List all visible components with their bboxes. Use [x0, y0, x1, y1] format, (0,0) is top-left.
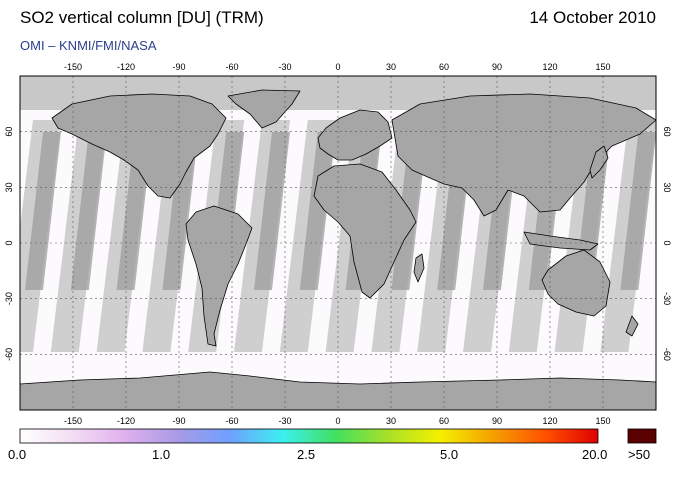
legend-label-1: 1.0	[152, 447, 171, 462]
axis-ticks: -150 -150 -120 -120 -90 -90 -60 -60 -30 -30 0 0 30 30…	[4, 62, 672, 426]
lon-tick-label-bottom: 120	[542, 416, 557, 426]
asia-land	[391, 93, 656, 217]
lat-tick-label-left: 30	[4, 182, 14, 192]
australia-land	[541, 249, 611, 317]
lat-tick-label-right: 30	[662, 182, 672, 192]
lon-tick-label-top: 90	[492, 62, 502, 72]
lat-tick-label-right: -60	[662, 348, 672, 361]
lon-tick-label-bottom: -90	[172, 416, 185, 426]
legend-label-2: 2.5	[297, 447, 316, 462]
lon-tick-label-top: -90	[172, 62, 185, 72]
lon-tick-label-bottom: -30	[278, 416, 291, 426]
legend-label-0: 0.0	[8, 447, 27, 462]
lon-tick-label-top: -30	[278, 62, 291, 72]
south-america-land	[185, 205, 253, 347]
north-america-land	[51, 93, 227, 199]
map-date: 14 October 2010	[529, 8, 656, 27]
lon-tick-label-top: 0	[335, 62, 340, 72]
greenland-land	[227, 89, 301, 129]
data-credit: OMI – KNMI/FMI/NASA	[20, 38, 157, 53]
map-title: SO2 vertical column [DU] (TRM)	[20, 8, 264, 27]
lon-tick-label-top: 120	[542, 62, 557, 72]
map-content	[20, 76, 656, 410]
lat-tick-label-left: 60	[4, 127, 14, 137]
lon-tick-label-top: 60	[439, 62, 449, 72]
lon-tick-label-bottom: -60	[225, 416, 238, 426]
lon-tick-label-bottom: 90	[492, 416, 502, 426]
lon-tick-label-top: -150	[64, 62, 82, 72]
lon-tick-label-top: -60	[225, 62, 238, 72]
lon-tick-label-bottom: 30	[386, 416, 396, 426]
madagascar-land	[413, 253, 425, 283]
lon-tick-label-bottom: 60	[439, 416, 449, 426]
orbit-swath-overlap	[162, 132, 199, 290]
map-frame	[19, 75, 657, 411]
legend-label-3: 5.0	[440, 447, 459, 462]
legend-label-4: 20.0	[582, 447, 608, 462]
orbit-swath-overlap	[620, 132, 656, 290]
lat-tick-label-right: -30	[662, 292, 672, 305]
japan-land	[589, 145, 609, 179]
lon-tick-label-top: -120	[117, 62, 135, 72]
europe-land	[317, 109, 393, 161]
colorbar	[19, 428, 599, 444]
lon-tick-label-bottom: 150	[595, 416, 610, 426]
lat-tick-label-left: -30	[4, 292, 14, 305]
lat-tick-label-right: 0	[662, 240, 672, 245]
orbit-swath-overlap	[25, 132, 61, 290]
lon-tick-label-bottom: -150	[64, 416, 82, 426]
orbit-swath-overlap	[254, 132, 290, 290]
lon-tick-label-top: 150	[595, 62, 610, 72]
legend-overflow-label: >50	[628, 447, 651, 462]
lon-tick-label-bottom: -120	[117, 416, 135, 426]
lat-tick-label-right: 60	[662, 127, 672, 137]
indonesia-land	[523, 231, 599, 251]
lon-tick-label-bottom: 0	[335, 416, 340, 426]
orbit-swath-overlap	[70, 132, 107, 290]
lon-tick-label-top: 30	[386, 62, 396, 72]
colorbar-overflow	[627, 428, 657, 444]
lat-tick-label-left: 0	[4, 240, 14, 245]
africa-land	[313, 163, 417, 299]
new-zealand-land	[625, 315, 639, 337]
graticule	[20, 76, 656, 410]
lat-tick-label-left: -60	[4, 348, 14, 361]
